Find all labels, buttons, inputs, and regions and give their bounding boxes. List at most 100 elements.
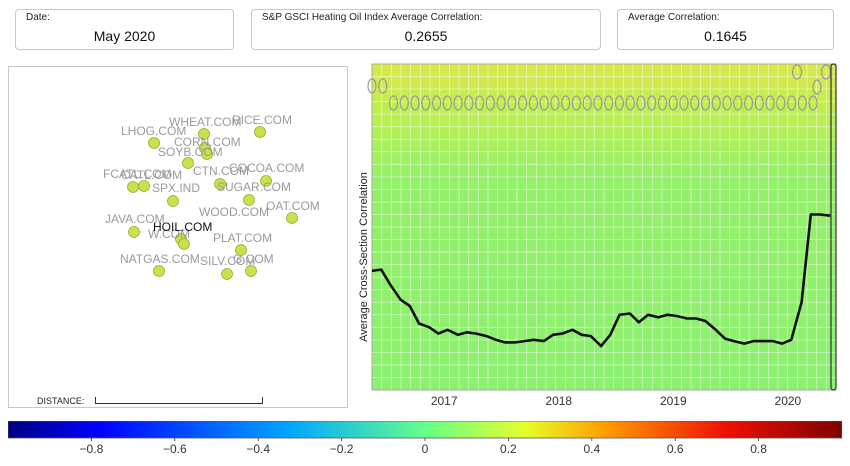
chart-marker xyxy=(378,78,388,94)
chart-marker xyxy=(464,95,474,111)
chart-marker xyxy=(791,64,803,80)
chart-marker xyxy=(367,78,377,94)
chart-marker xyxy=(593,95,603,111)
network-node xyxy=(201,148,213,160)
chart-marker xyxy=(733,95,743,111)
x-tick-label: 2018 xyxy=(545,394,572,408)
chart-marker xyxy=(786,95,797,111)
network-node xyxy=(148,137,160,149)
network-node-label: WOOD.COM xyxy=(199,205,269,219)
chart-marker xyxy=(797,95,807,111)
chart-marker xyxy=(507,95,517,111)
chart-marker xyxy=(528,95,538,111)
network-node-label: WHEAT.COM xyxy=(169,115,241,129)
colorbar-tick-label: 0 xyxy=(422,442,429,456)
chart-marker xyxy=(604,95,614,111)
chart-marker xyxy=(582,95,592,111)
network-node xyxy=(198,128,210,140)
network-node-label: OAT.COM xyxy=(266,199,320,213)
chart-marker xyxy=(614,95,625,111)
chart-marker xyxy=(539,95,549,111)
correlation-chart-panel: 2017 2018 2019 2020 Average Cross-Section Co… xyxy=(357,61,843,410)
current-date-indicator xyxy=(830,63,837,391)
network-node-label: NATGAS.COM xyxy=(120,252,200,266)
network-node-label: COCOA.COM xyxy=(229,161,304,175)
y-axis-label: Average Cross-Section Correlation xyxy=(358,172,370,342)
chart-marker xyxy=(679,95,689,111)
colorbar-gradient xyxy=(7,420,843,439)
network-node-label: CATL.COM xyxy=(121,168,182,182)
network-node xyxy=(254,126,266,138)
network-node-label: FCATL.COM xyxy=(103,167,171,181)
colorbar-tick-label: 0.4 xyxy=(583,442,600,456)
network-node xyxy=(235,244,247,256)
network-node-label: SILV.COM xyxy=(200,254,255,268)
average-correlation-value: 0.1645 xyxy=(704,28,747,44)
network-node-label: G.COM xyxy=(233,252,274,266)
chart-marker xyxy=(668,95,678,111)
date-box: Date: May 2020 xyxy=(15,9,234,50)
network-node-label: JAVA.COM xyxy=(105,212,165,226)
colorbar-tick-label: 0.2 xyxy=(500,442,517,456)
chart-marker xyxy=(657,95,668,111)
chart-marker xyxy=(722,95,732,111)
chart-marker xyxy=(453,95,463,111)
index-correlation-value: 0.2655 xyxy=(404,28,448,44)
colorbar-tick-label: 0.6 xyxy=(667,442,684,456)
chart-marker xyxy=(474,95,485,111)
colorbar-tick-label: −0.2 xyxy=(330,442,354,456)
network-node xyxy=(178,238,190,250)
index-correlation-label: S&P GSCI Heating Oil Index Average Corre… xyxy=(262,12,483,23)
chart-marker xyxy=(421,95,431,111)
network-node-label: CTN.COM xyxy=(193,164,249,178)
network-node xyxy=(153,265,165,277)
chart-marker xyxy=(410,95,420,111)
network-node xyxy=(260,175,272,187)
colorbar-graphic: −0.8 −0.6 −0.4 −0.2 0 0.2 0.4 0.6 0.8 xyxy=(7,420,843,456)
network-node xyxy=(128,226,140,238)
network-node xyxy=(167,195,179,207)
colorbar-tick-label: −0.8 xyxy=(80,442,104,456)
network-node-label: PLAT.COM xyxy=(213,231,272,245)
correlation-line xyxy=(371,213,831,348)
chart-marker xyxy=(636,95,646,111)
network-node xyxy=(127,181,139,193)
highlighted-node-label: HOIL.COM xyxy=(153,220,212,234)
network-node xyxy=(214,178,226,190)
date-label: Date: xyxy=(26,12,50,23)
network-node-label: LHOG.COM xyxy=(121,124,186,138)
chart-marker xyxy=(550,95,560,111)
chart-marker xyxy=(808,95,818,111)
network-node xyxy=(182,157,194,169)
index-correlation-box: S&P GSCI Heating Oil Index Average Corre… xyxy=(251,9,601,50)
network-panel: WHEAT.COM RICE.COM LHOG.COM CORN.COM SOYB.CO… xyxy=(8,66,348,408)
distance-scale xyxy=(95,397,263,404)
network-node xyxy=(286,212,298,224)
network-node-label: SOYB.COM xyxy=(158,145,223,159)
correlation-chart[interactable]: 2017 2018 2019 2020 Average Cross-Section Co… xyxy=(357,61,843,410)
network-node-label: SPX.IND xyxy=(152,181,200,195)
chart-marker xyxy=(647,95,657,111)
x-tick-label: 2019 xyxy=(660,394,687,408)
chart-marker xyxy=(496,95,506,111)
chart-marker xyxy=(442,95,452,111)
network-node-label: RICE.COM xyxy=(232,113,292,127)
x-tick-label: 2017 xyxy=(431,394,458,408)
chart-marker xyxy=(625,95,635,111)
x-tick-label: 2020 xyxy=(775,394,802,408)
colorbar-tick-label: −0.4 xyxy=(246,442,270,456)
chart-marker xyxy=(700,95,711,111)
chart-marker xyxy=(754,95,764,111)
chart-marker xyxy=(399,95,409,111)
chart-marker xyxy=(765,95,775,111)
network-node-label: W.COM xyxy=(148,227,190,241)
network-node-label: CORN.COM xyxy=(174,135,241,149)
chart-marker xyxy=(776,95,786,111)
chart-marker xyxy=(561,95,571,111)
chart-marker xyxy=(690,95,700,111)
colorbar: −0.8 −0.6 −0.4 −0.2 0 0.2 0.4 0.6 0.8 xyxy=(7,420,843,461)
chart-marker xyxy=(812,79,822,95)
chart-marker xyxy=(518,95,528,111)
chart-marker xyxy=(485,95,495,111)
